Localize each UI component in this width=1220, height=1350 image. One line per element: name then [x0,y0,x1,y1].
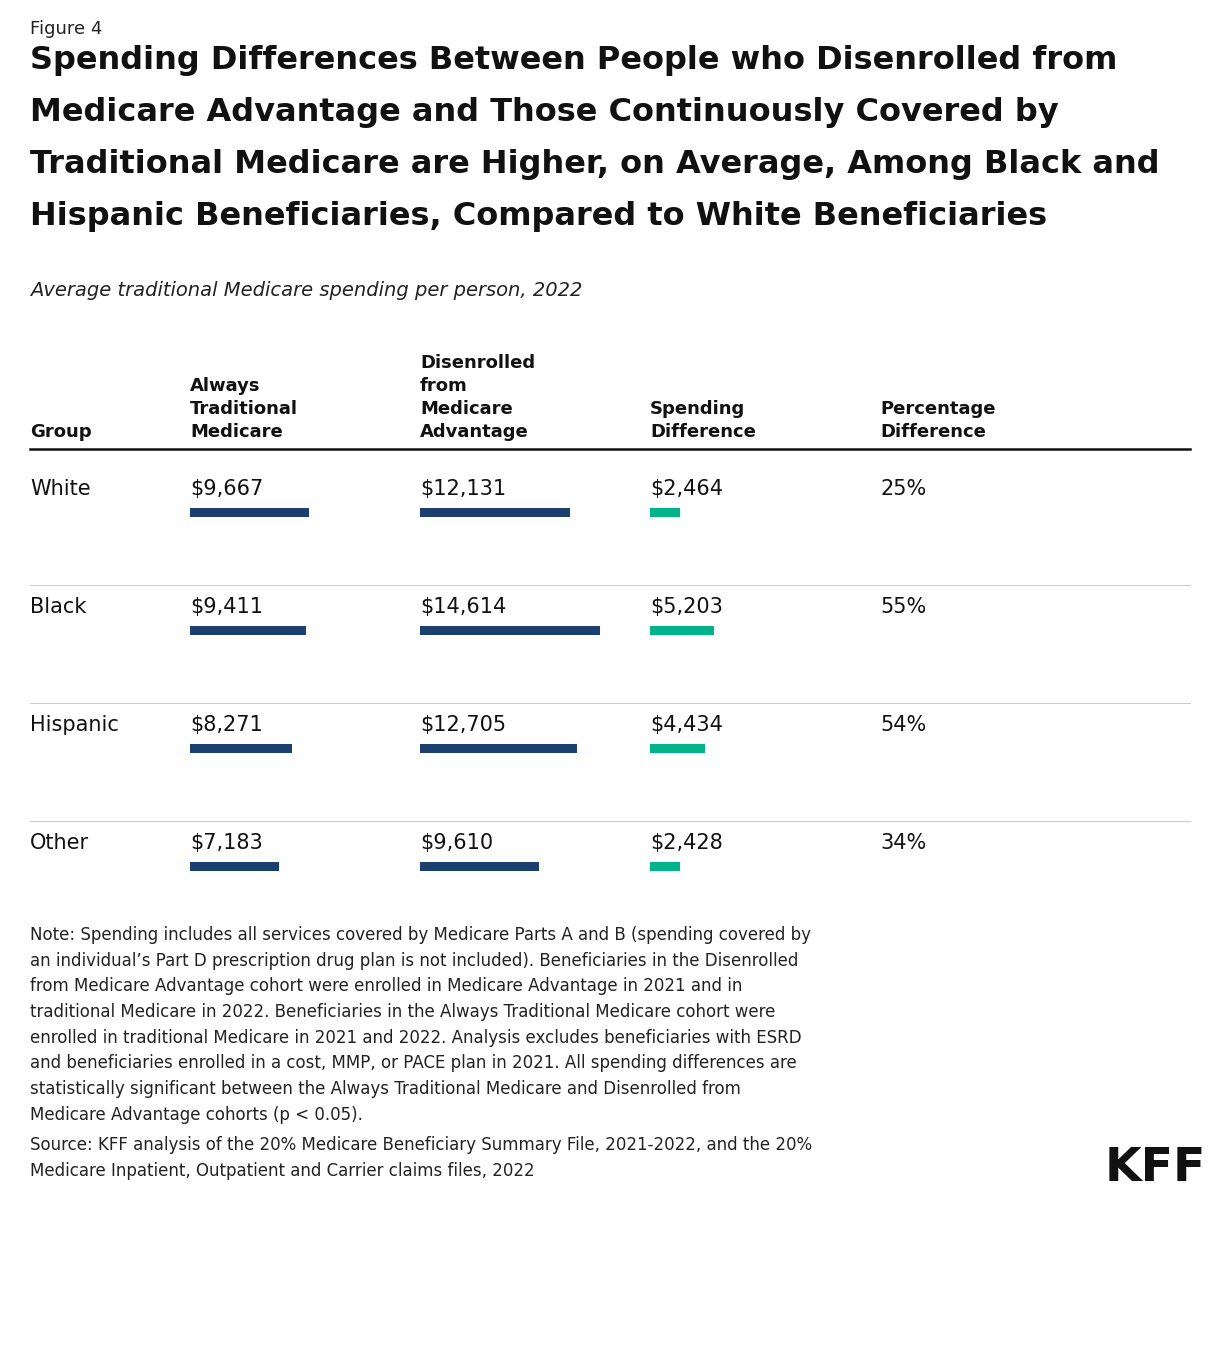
Text: $12,705: $12,705 [420,716,506,734]
Text: Traditional Medicare are Higher, on Average, Among Black and: Traditional Medicare are Higher, on Aver… [30,148,1160,180]
Text: $9,610: $9,610 [420,833,493,853]
Bar [420,626,600,634]
Text: Note: Spending includes all services covered by Medicare Parts A and B (spending: Note: Spending includes all services cov… [30,926,811,1125]
Text: Percentage
Difference: Percentage Difference [880,400,996,441]
Text: Group: Group [30,423,92,441]
Text: $5,203: $5,203 [650,597,723,617]
Text: 25%: 25% [880,479,926,500]
Bar [420,863,538,871]
Text: $2,428: $2,428 [650,833,722,853]
Text: $4,434: $4,434 [650,716,723,734]
Text: Hispanic Beneficiaries, Compared to White Beneficiaries: Hispanic Beneficiaries, Compared to Whit… [30,201,1047,232]
Text: Average traditional Medicare spending per person, 2022: Average traditional Medicare spending pe… [30,281,582,300]
Bar [420,508,570,517]
Text: Spending Differences Between People who Disenrolled from: Spending Differences Between People who … [30,45,1118,76]
Text: Spending
Difference: Spending Difference [650,400,756,441]
Text: $2,464: $2,464 [650,479,723,500]
Text: $9,667: $9,667 [190,479,264,500]
Text: White: White [30,479,90,500]
Text: 34%: 34% [880,833,926,853]
Text: Other: Other [30,833,89,853]
Text: $12,131: $12,131 [420,479,506,500]
Bar [650,508,681,517]
Text: $8,271: $8,271 [190,716,262,734]
Text: Source: KFF analysis of the 20% Medicare Beneficiary Summary File, 2021-2022, an: Source: KFF analysis of the 20% Medicare… [30,1135,813,1180]
Bar [190,863,278,871]
Text: $14,614: $14,614 [420,597,506,617]
Text: Always
Traditional
Medicare: Always Traditional Medicare [190,377,298,441]
Bar [190,508,309,517]
Bar [650,744,705,753]
Text: 54%: 54% [880,716,926,734]
Text: Disenrolled
from
Medicare
Advantage: Disenrolled from Medicare Advantage [420,354,536,441]
Bar [190,744,292,753]
Text: Black: Black [30,597,87,617]
Bar [190,626,306,634]
Bar [650,863,680,871]
Bar [420,744,577,753]
Text: Figure 4: Figure 4 [30,20,102,38]
Text: $9,411: $9,411 [190,597,264,617]
Text: KFF: KFF [1104,1146,1205,1191]
Bar [650,626,714,634]
Text: $7,183: $7,183 [190,833,262,853]
Text: Medicare Advantage and Those Continuously Covered by: Medicare Advantage and Those Continuousl… [30,97,1059,128]
Text: 55%: 55% [880,597,926,617]
Text: Hispanic: Hispanic [30,716,118,734]
